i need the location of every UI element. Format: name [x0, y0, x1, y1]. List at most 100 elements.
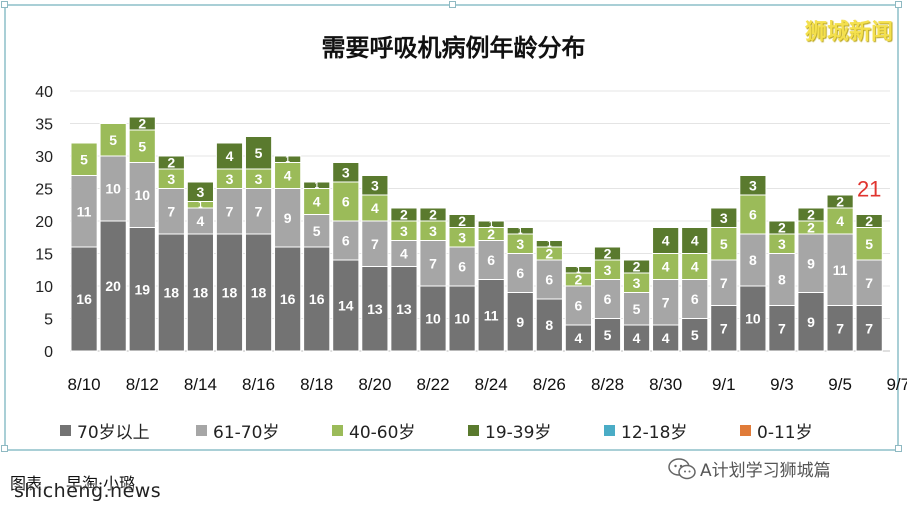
- data-label: 7: [371, 236, 379, 252]
- wechat-watermark: A计划学习狮城篇: [668, 456, 831, 481]
- bar-segment: [332, 162, 360, 183]
- data-label: 6: [342, 194, 350, 210]
- data-label: 13: [396, 301, 412, 317]
- data-label: 7: [167, 203, 175, 219]
- legend-label: 0-11岁: [757, 423, 813, 443]
- data-label: 7: [720, 320, 728, 336]
- data-label: 10: [105, 181, 121, 197]
- data-label: 18: [193, 285, 209, 301]
- data-label: 8: [545, 317, 553, 333]
- data-label: 3: [633, 275, 641, 291]
- bar-segment: [855, 214, 883, 228]
- data-label: 13: [367, 301, 383, 317]
- x-tick-label: 9/3: [770, 375, 794, 394]
- bar-segment: [652, 279, 680, 326]
- bar-segment: [303, 181, 331, 189]
- data-label: 3: [720, 210, 728, 226]
- legend-item: 19-39岁: [468, 418, 604, 443]
- bar-segment: [681, 279, 709, 319]
- data-label: 5: [313, 223, 321, 239]
- data-label: 7: [429, 255, 437, 271]
- x-tick-label: 8/26: [533, 375, 566, 394]
- legend-label: 61-70岁: [213, 423, 280, 443]
- data-label: 6: [575, 298, 583, 314]
- data-label: 4: [836, 213, 844, 229]
- bar-segment: [826, 305, 854, 352]
- data-label: 10: [425, 311, 441, 327]
- bar-segment: [361, 175, 389, 196]
- data-label: 4: [313, 194, 321, 210]
- frame-handle-top-center: [449, 1, 456, 8]
- data-label: 7: [778, 320, 786, 336]
- data-label: 1: [576, 266, 581, 275]
- bar-segment: [826, 207, 854, 235]
- data-label: 10: [745, 311, 761, 327]
- data-label: 16: [76, 291, 92, 307]
- bar-segment: [710, 259, 738, 306]
- data-label: 8: [749, 252, 757, 268]
- bar-segment: [681, 253, 709, 280]
- bar-segment: [739, 233, 767, 287]
- data-label: 6: [342, 233, 350, 249]
- bar-segment: [710, 207, 738, 228]
- bar-segment: [186, 181, 214, 202]
- data-label: 3: [458, 229, 466, 245]
- x-tick-label: 8/30: [649, 375, 682, 394]
- bar-segment: [390, 266, 418, 352]
- data-label: 2: [545, 246, 553, 262]
- y-tick-label: 30: [35, 149, 53, 166]
- bar-segment: [535, 240, 563, 248]
- data-label: 7: [865, 275, 873, 291]
- data-label: 4: [575, 330, 583, 346]
- y-tick-label: 15: [35, 247, 53, 264]
- data-label: 2: [487, 226, 495, 242]
- frame-handle-top-right: [895, 1, 902, 8]
- bar-segment: [419, 240, 447, 287]
- bar-segment: [681, 227, 709, 254]
- bar-segment: [361, 266, 389, 352]
- bar-segment: [128, 116, 156, 131]
- bar-segment: [652, 227, 680, 254]
- legend-swatch: [60, 425, 71, 436]
- bar-segment: [215, 142, 244, 170]
- data-label: 4: [662, 259, 670, 275]
- bar-segment: [157, 155, 185, 170]
- y-tick-label: 20: [35, 214, 53, 231]
- data-label: 11: [77, 203, 92, 219]
- frame-handle-bottom-left: [1, 445, 8, 452]
- data-label: 3: [429, 223, 437, 239]
- y-tick-label: 25: [35, 182, 53, 199]
- y-tick-label: 0: [44, 344, 53, 361]
- data-label: 9: [284, 210, 292, 226]
- legend-label: 19-39岁: [485, 423, 552, 443]
- data-label: 2: [458, 213, 466, 229]
- bar-segment: [797, 207, 825, 222]
- data-label: 7: [662, 294, 670, 310]
- data-label: 4: [196, 213, 204, 229]
- bar-segment: [274, 155, 302, 163]
- watermark-text: A计划学习狮城篇: [700, 461, 831, 481]
- data-label: 5: [691, 327, 699, 343]
- data-label: 4: [691, 233, 699, 249]
- bar-segment: [244, 233, 273, 352]
- bar-segment: [99, 155, 127, 222]
- bar-segment: [652, 253, 680, 280]
- bar-segment: [70, 142, 98, 176]
- y-tick-label: 35: [35, 117, 53, 134]
- bar-segment: [70, 246, 98, 352]
- x-tick-label: 9/1: [712, 375, 736, 394]
- legend-item: 40-60岁: [332, 418, 468, 443]
- bar-segment: [506, 227, 534, 235]
- data-label: 2: [575, 272, 583, 288]
- x-tick-label: 8/14: [184, 375, 217, 394]
- frame-handle-bottom-right: [895, 445, 902, 452]
- legend-swatch: [604, 425, 615, 436]
- data-label: 10: [134, 187, 150, 203]
- data-label: 3: [371, 177, 379, 193]
- data-label: 16: [309, 291, 325, 307]
- data-label: 9: [516, 314, 524, 330]
- bar-segment: [710, 227, 738, 261]
- bar-segment: [855, 227, 883, 261]
- data-label: 3: [749, 177, 757, 193]
- bar-segment: [593, 246, 622, 261]
